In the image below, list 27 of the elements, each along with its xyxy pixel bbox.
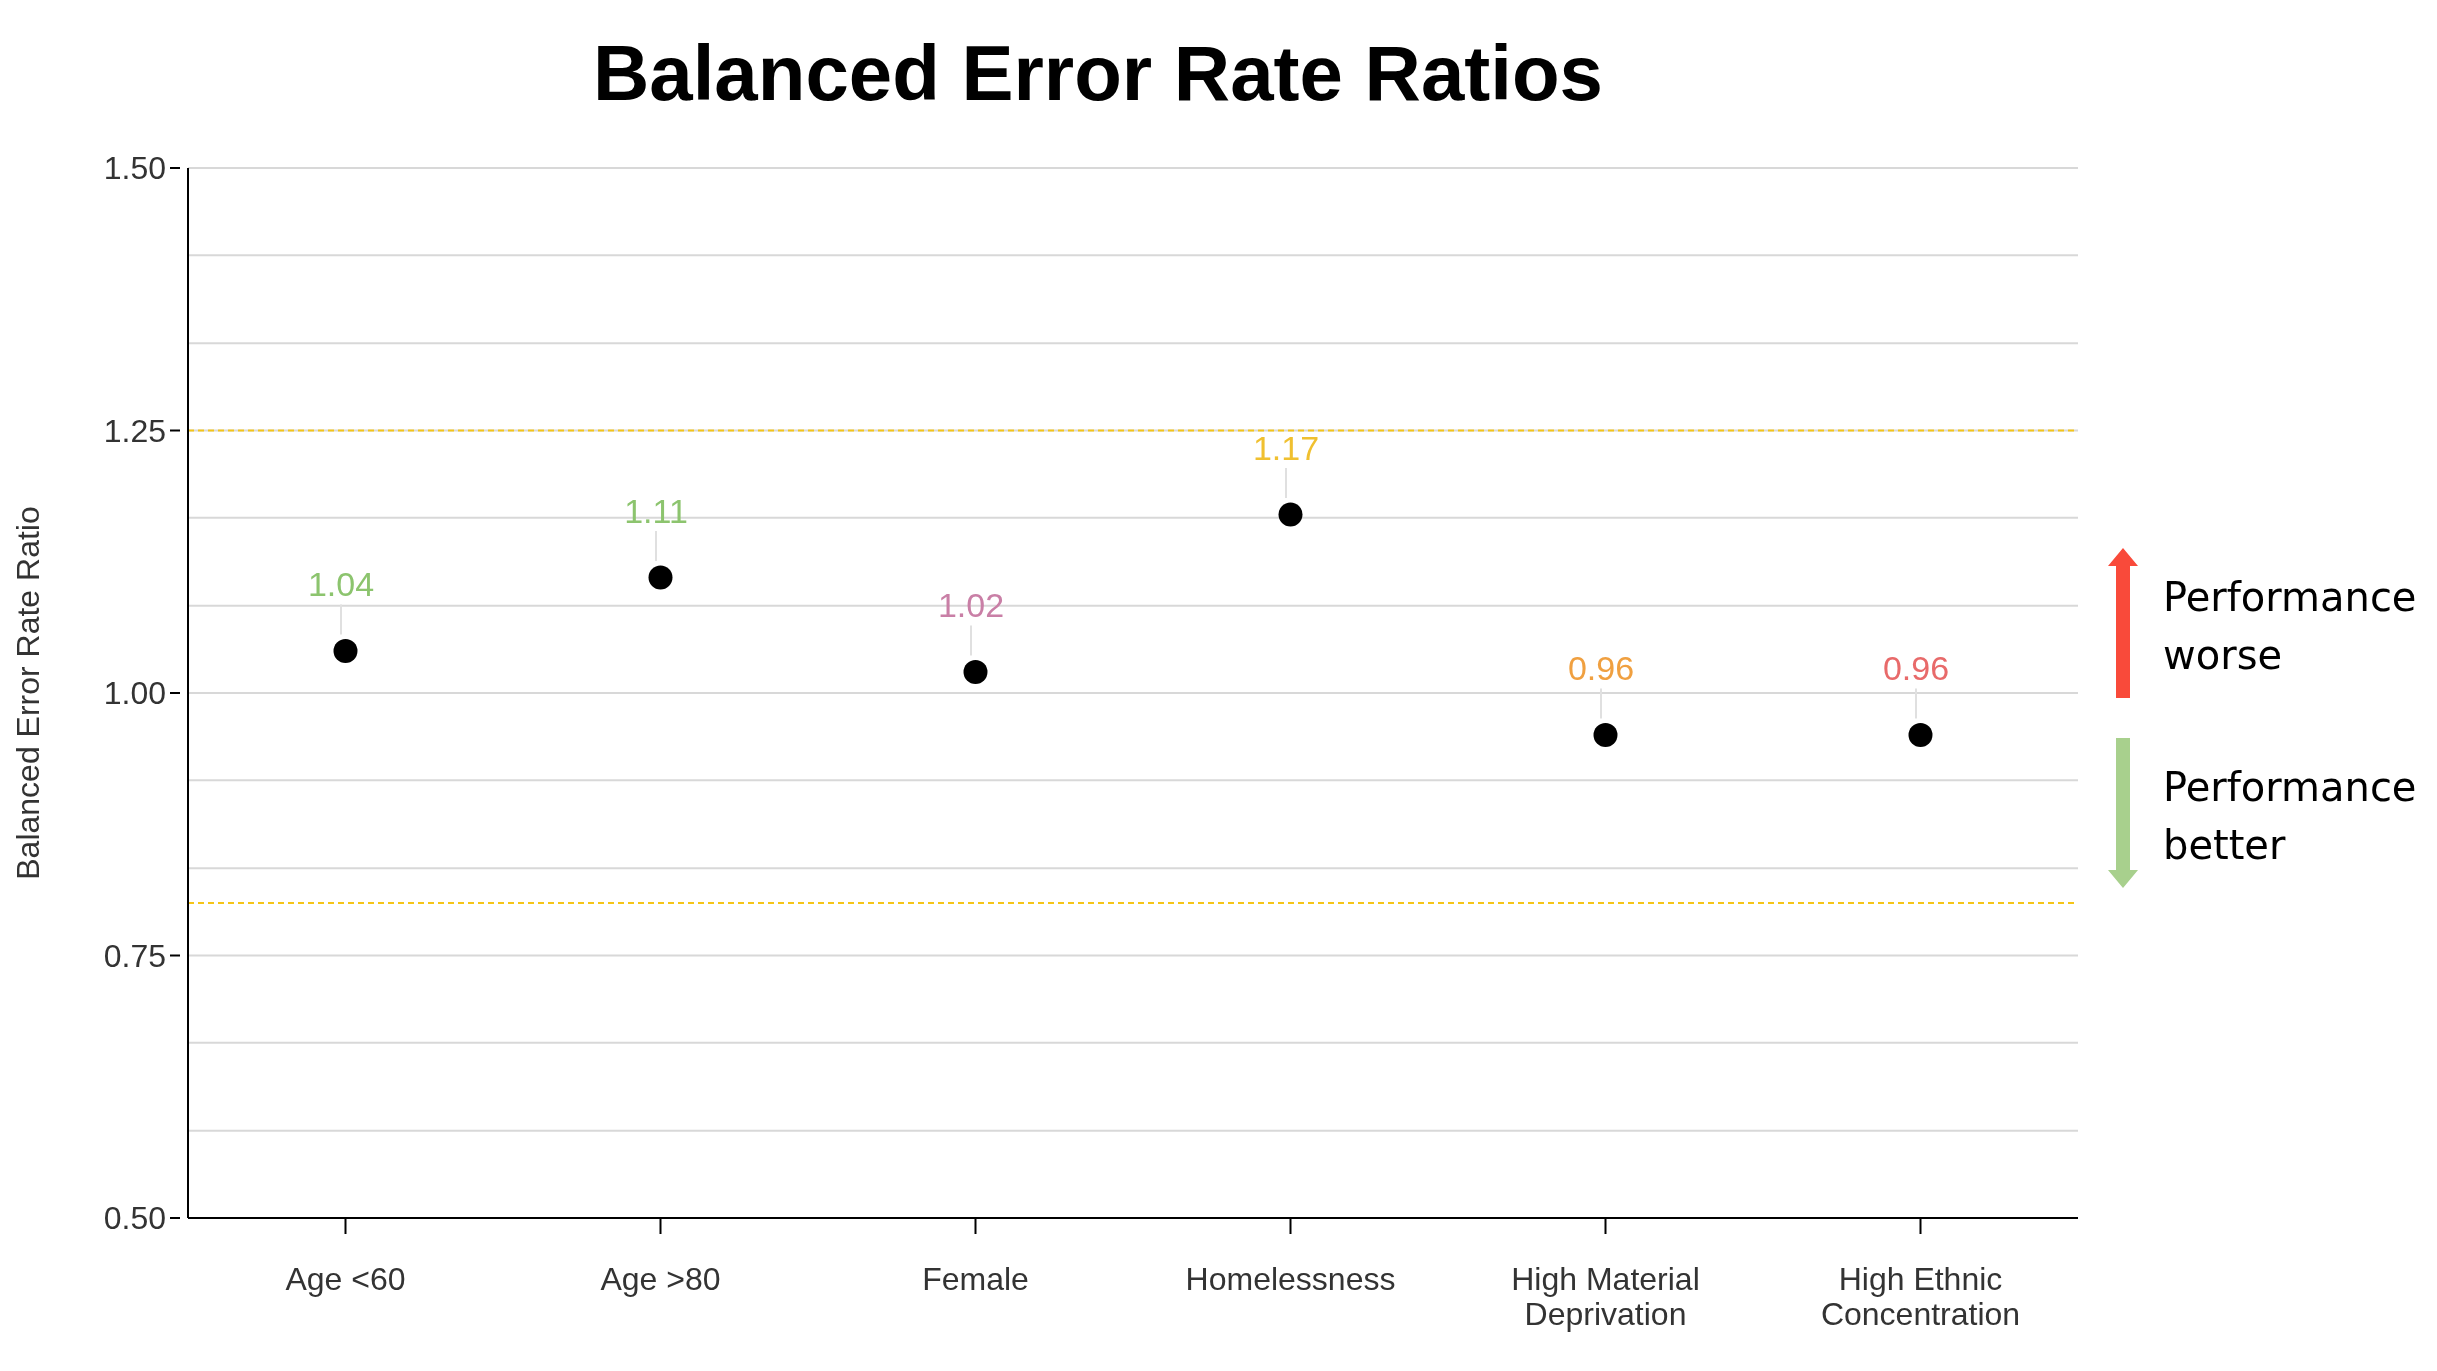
text: Performance better (2163, 763, 2417, 870)
point (333, 639, 358, 663)
x-tick-label: Female (922, 1260, 1029, 1297)
data-label: 1.04 (307, 565, 375, 604)
x-tick-label: Homelessness (1185, 1260, 1396, 1297)
y-tick-label: 1.50 (103, 150, 166, 187)
data-label: 1.17 (1252, 428, 1320, 467)
x-tick-label: High Ethnic Concentration (1820, 1260, 2021, 1332)
y-tick-label: 1.00 (103, 675, 166, 712)
point (963, 660, 988, 684)
data-label: 1.02 (937, 586, 1005, 625)
point (648, 565, 673, 590)
data-label: 0.96 (1882, 649, 1950, 688)
point (1593, 723, 1618, 747)
y-tick-label: 1.25 (103, 412, 166, 449)
x-tick-label: High Material Deprivation (1511, 1260, 1700, 1332)
x-tick-label: Age <60 (285, 1260, 406, 1297)
data-label: 1.11 (624, 491, 688, 530)
data-label: 0.96 (1567, 649, 1635, 688)
y-axis-title: Balanced Error Rate Ratio (10, 506, 47, 880)
x-tick-label: Age >80 (600, 1260, 721, 1297)
y-tick-label: 0.50 (103, 1200, 166, 1237)
point (1278, 502, 1303, 527)
chart-title: Balanced Error Rate Ratios (592, 28, 1604, 119)
y-tick-label: 0.75 (103, 937, 166, 974)
text: Performance worse (2163, 573, 2417, 680)
point (1908, 723, 1933, 747)
